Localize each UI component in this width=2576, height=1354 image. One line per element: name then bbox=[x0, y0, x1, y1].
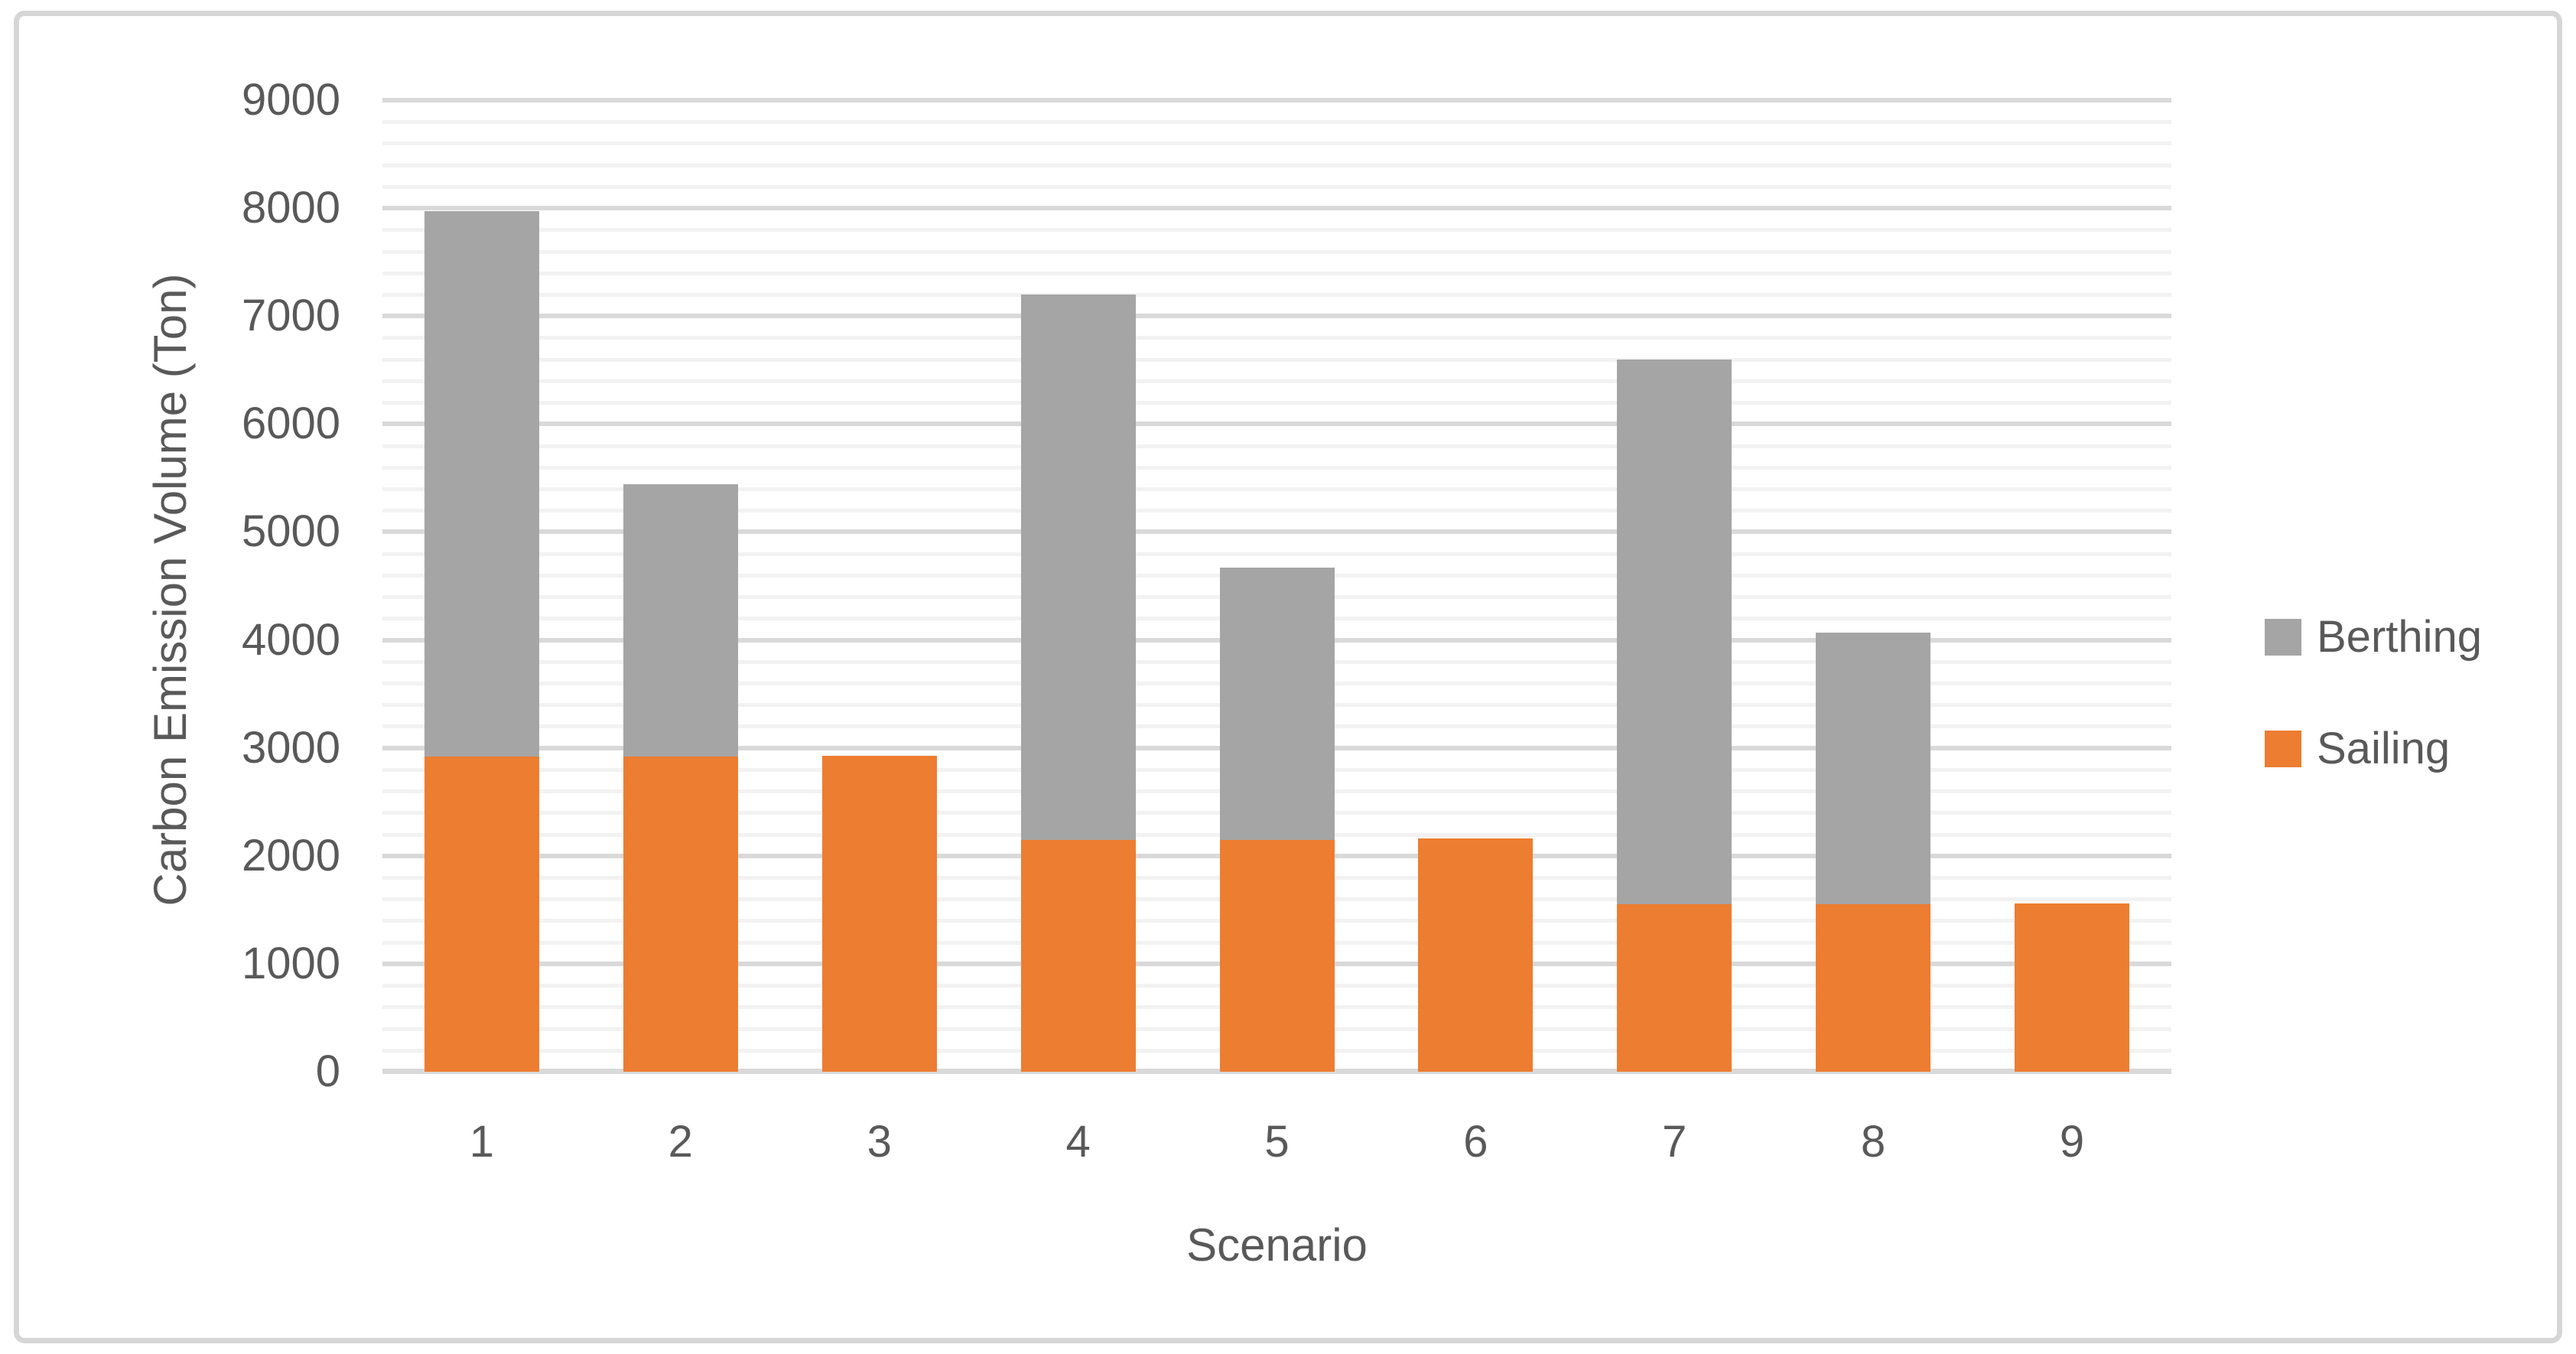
gridline-minor bbox=[382, 379, 2171, 383]
y-tick-label: 3000 bbox=[241, 722, 340, 773]
x-category-label: 1 bbox=[469, 1117, 495, 1167]
gridline-minor bbox=[382, 444, 2171, 448]
legend-label: Sailing bbox=[2317, 724, 2451, 773]
x-category-label: 2 bbox=[668, 1117, 693, 1167]
bar-segment-sailing-4 bbox=[1020, 839, 1136, 1072]
bar-segment-berthing-1 bbox=[424, 211, 539, 757]
x-category-label: 8 bbox=[1861, 1117, 1886, 1167]
bar-segment-berthing-8 bbox=[1816, 632, 1931, 905]
gridline-minor bbox=[382, 293, 2171, 297]
gridline-minor bbox=[382, 249, 2171, 254]
plot-area bbox=[382, 98, 2171, 1074]
gridline-minor bbox=[382, 163, 2171, 168]
y-tick-label: 1000 bbox=[241, 938, 340, 988]
bar-segment-sailing-1 bbox=[424, 756, 539, 1072]
gridline-major-8000 bbox=[382, 206, 2171, 211]
bar-segment-berthing-4 bbox=[1020, 295, 1136, 840]
bar-segment-sailing-3 bbox=[821, 755, 937, 1072]
bar-segment-sailing-7 bbox=[1617, 904, 1732, 1072]
gridline-minor bbox=[382, 487, 2171, 491]
bar-segment-sailing-5 bbox=[1219, 839, 1335, 1072]
gridline-minor bbox=[382, 357, 2171, 362]
gridline-major-5000 bbox=[382, 529, 2171, 535]
legend-item-sailing: Sailing bbox=[2265, 726, 2450, 772]
gridline-major-9000 bbox=[382, 98, 2171, 103]
gridline-minor bbox=[382, 142, 2171, 146]
legend-label: Berthing bbox=[2317, 612, 2483, 662]
x-category-label: 9 bbox=[2059, 1117, 2085, 1167]
legend-swatch-berthing bbox=[2265, 619, 2301, 656]
y-tick-label: 5000 bbox=[241, 506, 340, 557]
bar-segment-berthing-5 bbox=[1219, 568, 1335, 840]
y-tick-label: 4000 bbox=[241, 614, 340, 665]
gridline-minor bbox=[382, 271, 2171, 275]
bar-segment-sailing-9 bbox=[2015, 903, 2130, 1072]
x-category-label: 5 bbox=[1264, 1117, 1290, 1167]
bar-segment-sailing-6 bbox=[1418, 838, 1534, 1072]
gridline-minor bbox=[382, 509, 2171, 513]
x-category-label: 4 bbox=[1065, 1117, 1091, 1167]
gridline-minor bbox=[382, 552, 2171, 556]
gridline-minor bbox=[382, 228, 2171, 233]
y-axis-title: Carbon Emission Volume (Ton) bbox=[145, 273, 196, 906]
bar-segment-berthing-7 bbox=[1617, 359, 1732, 905]
y-tick-label: 9000 bbox=[241, 75, 340, 125]
gridline-major-7000 bbox=[382, 314, 2171, 319]
y-tick-label: 0 bbox=[315, 1046, 340, 1096]
gridline-major-6000 bbox=[382, 421, 2171, 427]
bar-segment-sailing-8 bbox=[1816, 904, 1931, 1072]
legend-item-berthing: Berthing bbox=[2265, 614, 2482, 660]
gridline-minor bbox=[382, 401, 2171, 405]
gridline-minor bbox=[382, 120, 2171, 125]
x-category-label: 7 bbox=[1662, 1117, 1687, 1167]
y-tick-label: 7000 bbox=[241, 291, 340, 341]
gridline-minor bbox=[382, 465, 2171, 470]
chart-frame: Carbon Emission Volume (Ton) Scenario 0 1… bbox=[14, 11, 2562, 1343]
bar-segment-berthing-2 bbox=[623, 484, 738, 757]
gridline-minor bbox=[382, 184, 2171, 189]
bar-segment-sailing-2 bbox=[623, 756, 738, 1072]
y-tick-label: 8000 bbox=[241, 183, 340, 233]
y-tick-label: 6000 bbox=[241, 399, 340, 449]
gridline-minor bbox=[382, 336, 2171, 340]
x-axis-title: Scenario bbox=[1186, 1219, 1368, 1271]
x-category-label: 3 bbox=[867, 1117, 892, 1167]
x-category-label: 6 bbox=[1463, 1117, 1488, 1167]
y-tick-label: 2000 bbox=[241, 830, 340, 880]
legend-swatch-sailing bbox=[2265, 731, 2301, 767]
